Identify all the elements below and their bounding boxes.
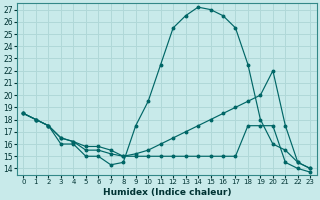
- X-axis label: Humidex (Indice chaleur): Humidex (Indice chaleur): [103, 188, 231, 197]
